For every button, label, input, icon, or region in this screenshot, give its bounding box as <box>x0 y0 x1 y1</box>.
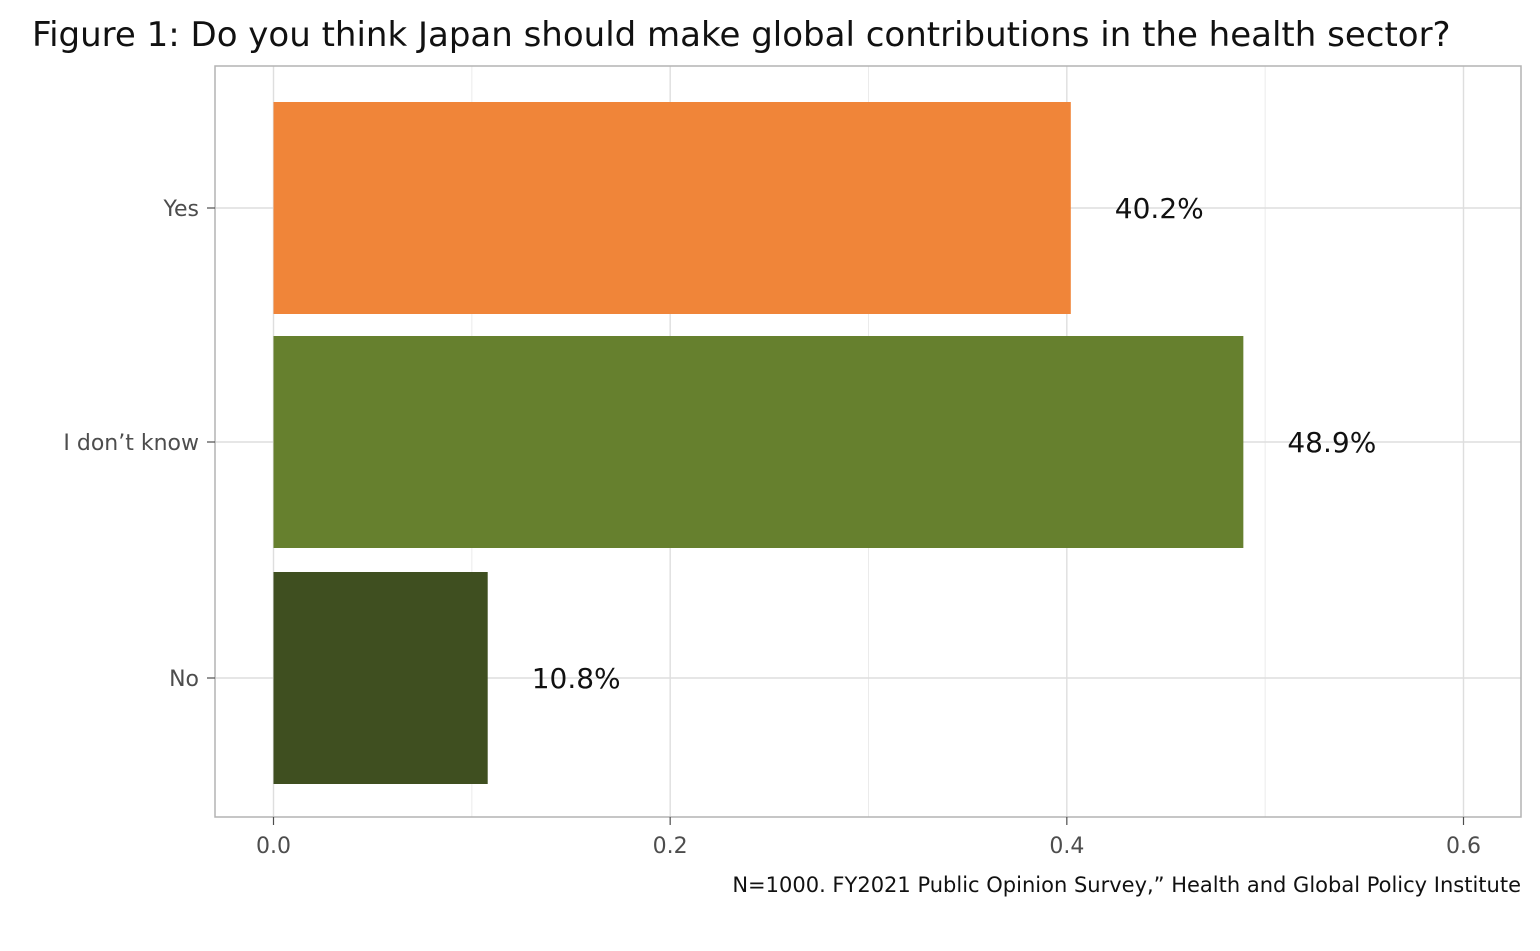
bars <box>273 102 1244 784</box>
x-tick-label: 0.4 <box>1049 834 1084 859</box>
bar <box>273 572 488 784</box>
chart-caption: N=1000. FY2021 Public Opinion Survey,” H… <box>732 873 1521 897</box>
chart-title: Figure 1: Do you think Japan should make… <box>32 15 1451 55</box>
y-tick-label: Yes <box>162 197 199 222</box>
y-tick-label: I don’t know <box>63 431 199 456</box>
x-tick-label: 0.0 <box>256 834 291 859</box>
data-label: 40.2% <box>1115 192 1204 225</box>
y-tick-label: No <box>169 667 199 692</box>
data-label: 48.9% <box>1287 426 1376 459</box>
data-labels: 40.2% 48.9% 10.8% <box>532 192 1377 695</box>
bar <box>273 102 1071 314</box>
x-tick-label: 0.2 <box>653 834 688 859</box>
data-label: 10.8% <box>532 662 621 695</box>
bar <box>273 336 1244 548</box>
axes: Yes I don’t know No 0.0 0.2 0.4 0.6 <box>63 197 1481 859</box>
x-tick-label: 0.6 <box>1446 834 1481 859</box>
